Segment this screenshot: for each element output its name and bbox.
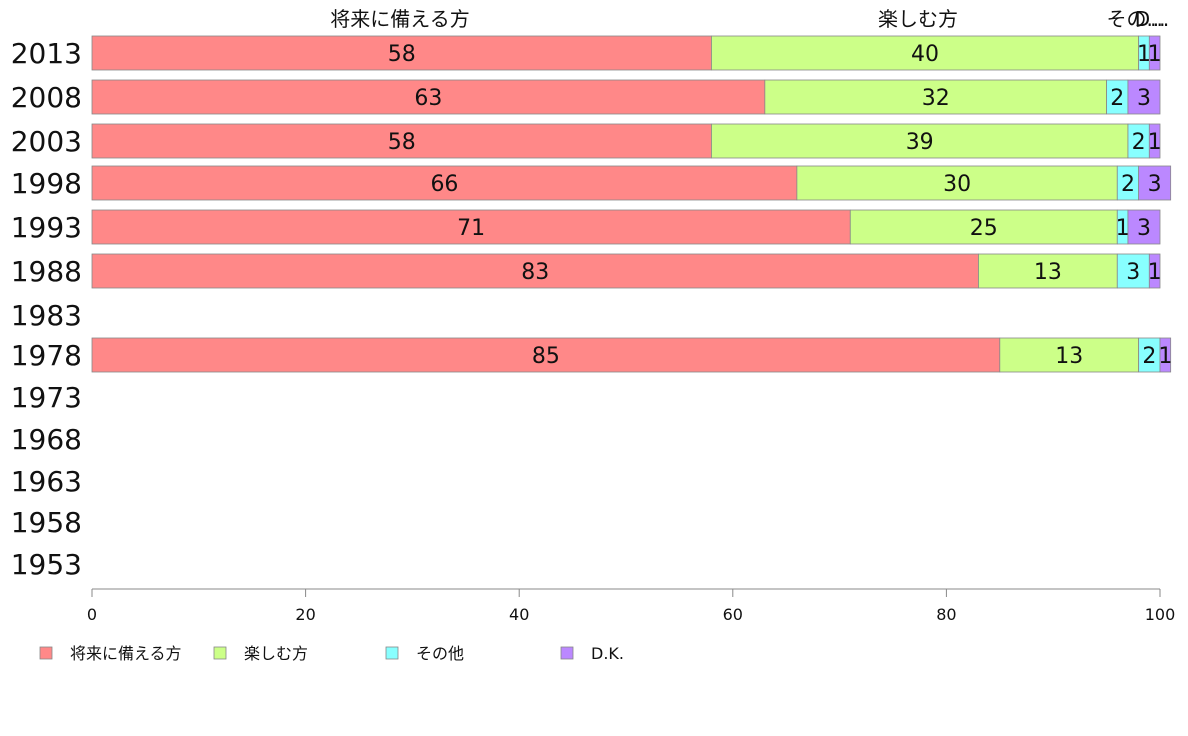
x-tick-label: 60 [723,605,743,624]
bar-value-label: 2 [1132,130,1146,155]
bar-value-label: 1 [1137,42,1151,67]
bar-value-label: 30 [943,172,971,197]
bar-segment [978,253,1118,289]
legend-swatch [560,646,574,660]
year-label: 1963 [11,465,82,498]
bar-value-label: 1 [1158,344,1172,369]
bar-segment [849,209,1118,245]
bar-segment [1148,123,1161,159]
year-label: 1998 [11,167,82,200]
bar-segment [1127,209,1161,245]
legend-swatch [39,646,53,660]
bar-value-label: 2 [1110,86,1124,111]
x-tick-label: 80 [936,605,956,624]
bar-value-label: 1 [1116,216,1130,241]
bar-value-label: 58 [388,130,416,155]
bar-segment [91,35,712,71]
bar-segment [91,123,712,159]
x-tick-label: 20 [295,605,315,624]
bar-value-label: 13 [1034,260,1062,285]
bar-segment [1148,35,1161,71]
year-label: 1978 [11,339,82,372]
bar-segment [1159,337,1172,373]
bar-value-label: 63 [414,86,442,111]
bar-value-label: 1 [1148,130,1162,155]
x-tick-label: 0 [87,605,97,624]
bar-segment [1148,253,1161,289]
bar-value-label: 1 [1148,42,1162,67]
legend-label: その他 [416,644,464,663]
year-label: 2008 [11,81,82,114]
year-label: 1988 [11,255,82,288]
bar-value-label: 66 [430,172,458,197]
x-tick-label: 100 [1145,605,1176,624]
top-series-label: その... [1106,7,1165,31]
top-series-label: 将来に備える方 [330,7,469,31]
bar-value-label: 39 [906,130,934,155]
year-label: 1953 [11,548,82,581]
bar-segment [91,253,979,289]
bar-value-label: 13 [1055,344,1083,369]
bar-value-label: 3 [1137,216,1151,241]
top-series-label: 楽しむ方 [878,7,958,31]
bar-value-label: 25 [970,216,998,241]
bar-value-label: 83 [521,260,549,285]
bar-segment [91,209,851,245]
legend-swatch [213,646,227,660]
bar-value-label: 71 [457,216,485,241]
bar-value-label: 2 [1142,344,1156,369]
bar-segment [796,165,1118,201]
year-label: 1993 [11,211,82,244]
year-label: 2013 [11,37,82,70]
bar-segment [711,123,1129,159]
bar-value-label: 40 [911,42,939,67]
year-label: 1973 [11,381,82,414]
bar-value-label: 3 [1137,86,1151,111]
bar-value-label: 1 [1148,260,1162,285]
bar-value-label: 2 [1121,172,1135,197]
legend-swatch [385,646,399,660]
bar-segment [999,337,1140,373]
year-label: 1983 [11,299,82,332]
bar-value-label: 3 [1126,260,1140,285]
year-label: 1968 [11,423,82,456]
bar-value-label: 3 [1148,172,1162,197]
legend-label: 将来に備える方 [70,644,182,663]
year-label: 1958 [11,506,82,539]
top-series-label: D... [1135,7,1169,31]
legend-label: 楽しむ方 [244,644,308,663]
bar-segment [1138,165,1172,201]
legend-label: D.K. [591,644,624,663]
bar-segment [1127,79,1161,115]
x-tick-label: 40 [509,605,529,624]
bar-segment [711,35,1140,71]
year-label: 2003 [11,125,82,158]
bar-value-label: 32 [922,86,950,111]
bar-value-label: 58 [388,42,416,67]
bar-value-label: 85 [532,344,560,369]
